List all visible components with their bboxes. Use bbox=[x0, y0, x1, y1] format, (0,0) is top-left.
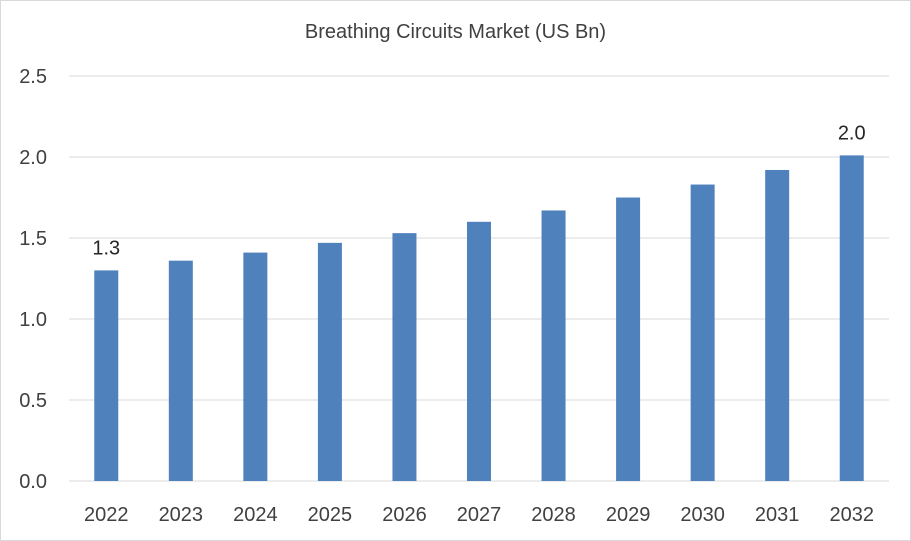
x-tick-label: 2025 bbox=[308, 504, 353, 526]
x-tick-label: 2028 bbox=[531, 504, 576, 526]
x-tick-label: 2024 bbox=[233, 504, 278, 526]
bar bbox=[392, 233, 417, 481]
y-tick-label: 0.0 bbox=[19, 471, 47, 493]
chart-title: Breathing Circuits Market (US Bn) bbox=[304, 21, 607, 43]
y-tick-label: 2.0 bbox=[19, 147, 47, 169]
y-tick-label: 1.0 bbox=[19, 309, 47, 331]
data-label: 1.3 bbox=[92, 237, 120, 259]
x-tick-label: 2029 bbox=[606, 504, 651, 526]
x-tick-label: 2032 bbox=[829, 504, 874, 526]
bar bbox=[243, 252, 268, 481]
bar bbox=[616, 197, 641, 481]
y-tick-label: 2.5 bbox=[19, 66, 47, 88]
bar bbox=[839, 155, 864, 481]
bar bbox=[467, 221, 491, 482]
bar bbox=[690, 184, 715, 482]
x-tick-label: 2022 bbox=[84, 504, 129, 526]
bar bbox=[168, 260, 193, 481]
bar bbox=[94, 270, 119, 481]
bar bbox=[541, 210, 566, 481]
y-tick-label: 1.5 bbox=[19, 228, 47, 250]
x-tick-label: 2023 bbox=[159, 504, 204, 526]
x-tick-label: 2026 bbox=[382, 504, 427, 526]
x-tick-label: 2027 bbox=[457, 504, 502, 526]
x-tick-label: 2031 bbox=[755, 504, 800, 526]
bar bbox=[317, 242, 342, 481]
data-label: 2.0 bbox=[838, 122, 866, 144]
x-tick-label: 2030 bbox=[680, 504, 725, 526]
bar bbox=[765, 169, 790, 481]
y-tick-label: 0.5 bbox=[19, 390, 47, 412]
